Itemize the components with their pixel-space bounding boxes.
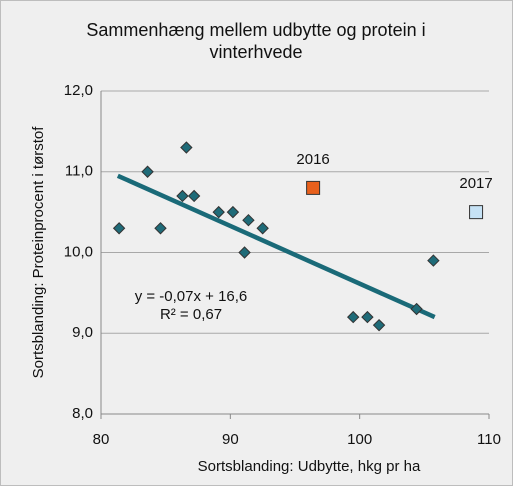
annotation: R² = 0,67 [160, 306, 222, 323]
x-axis-label: Sortsblanding: Udbytte, hkg pr ha [198, 458, 421, 475]
y-tick-label: 8,0 [72, 405, 93, 422]
point-diamond [242, 213, 255, 227]
point-diamond [112, 222, 126, 235]
point-diamond [176, 189, 189, 203]
point-diamond [410, 302, 423, 316]
x-tick-label: 80 [93, 431, 110, 448]
point-diamond [154, 222, 167, 235]
point-diamond [256, 222, 269, 235]
point-diamond [238, 246, 251, 259]
point-label: 2016 [296, 151, 329, 168]
point-diamond [427, 254, 440, 267]
point-diamond [226, 205, 240, 219]
y-tick-label: 10,0 [64, 243, 93, 260]
trendline [116, 173, 436, 320]
point-diamond [180, 141, 193, 154]
y-tick-label: 9,0 [72, 324, 93, 341]
point-diamond [141, 165, 154, 178]
x-tick-label: 90 [222, 431, 239, 448]
point-square [469, 205, 484, 220]
y-tick-label: 11,0 [65, 163, 93, 180]
chart-title: Sammenhæng mellem udbytte og protein i v… [86, 20, 426, 62]
point-diamond [361, 310, 374, 324]
point-diamond [372, 318, 386, 332]
y-tick-label: 12,0 [64, 82, 93, 99]
point-square [306, 180, 321, 195]
y-axis-label: Sortsblanding: Proteinprocent i tørstof [30, 126, 47, 379]
point-diamond [187, 189, 201, 203]
x-tick-label: 110 [477, 431, 501, 448]
annotation: y = -0,07x + 16,6 [135, 288, 248, 305]
point-diamond [212, 205, 225, 219]
x-tick-label: 100 [347, 431, 372, 448]
point-label: 2017 [459, 175, 492, 192]
point-diamond [346, 310, 360, 324]
